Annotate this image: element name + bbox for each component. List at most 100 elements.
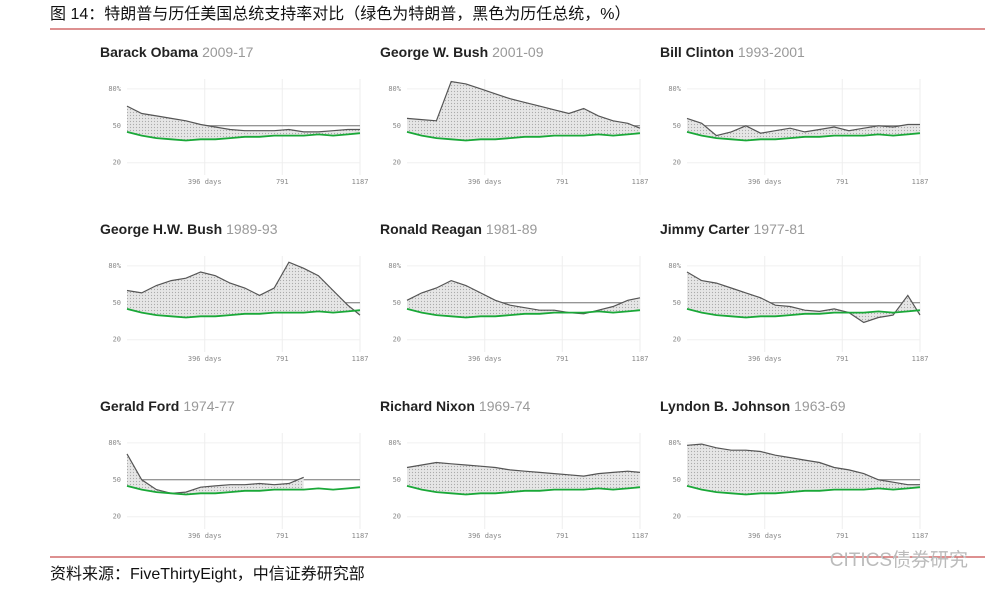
y-tick-label: 20 [393, 159, 401, 167]
y-tick-label: 50 [113, 299, 121, 307]
term-years: 1977-81 [754, 221, 806, 237]
series-line [406, 279, 641, 315]
gap-shading [407, 462, 640, 495]
president-name: Barack Obama [100, 44, 198, 60]
president-name: George H.W. Bush [100, 221, 222, 237]
series-line [126, 105, 360, 133]
panel-title: Richard Nixon 1969-74 [380, 398, 530, 414]
y-tick-label: 80% [668, 85, 681, 93]
x-tick-label: 1187 [912, 178, 929, 186]
panel-title: Barack Obama 2009-17 [100, 44, 254, 60]
gap-shading [407, 81, 640, 141]
series-line [406, 461, 641, 477]
president-name: George W. Bush [380, 44, 488, 60]
x-tick-label: 1187 [632, 532, 649, 540]
x-tick-label: 396 days [748, 532, 782, 540]
panel-title: Gerald Ford 1974-77 [100, 398, 235, 414]
gap-shading [127, 453, 304, 495]
series-line [406, 80, 641, 129]
x-tick-label: 1187 [352, 355, 369, 363]
president-name: Lyndon B. Johnson [660, 398, 790, 414]
series-line [126, 261, 361, 316]
series-line [686, 131, 921, 142]
x-tick-label: 791 [836, 532, 849, 540]
series-line [686, 271, 921, 324]
term-years: 1963-69 [794, 398, 846, 414]
series-line [686, 443, 920, 486]
x-tick-label: 791 [556, 355, 569, 363]
panel-title: George W. Bush 2001-09 [380, 44, 544, 60]
x-tick-label: 791 [556, 178, 569, 186]
panel-title: Ronald Reagan 1981-89 [380, 221, 537, 237]
y-tick-label: 80% [108, 85, 121, 93]
watermark: CITICS债券研究 [830, 549, 968, 571]
panel-title: Lyndon B. Johnson 1963-69 [660, 398, 846, 414]
term-years: 2009-17 [202, 44, 254, 60]
x-tick-label: 791 [276, 532, 289, 540]
y-tick-label: 20 [113, 336, 121, 344]
y-tick-label: 80% [388, 85, 401, 93]
y-tick-label: 50 [393, 122, 401, 130]
series-line [406, 485, 641, 496]
x-tick-label: 396 days [468, 178, 502, 186]
x-tick-label: 791 [836, 355, 849, 363]
y-tick-label: 20 [113, 513, 121, 521]
y-tick-label: 50 [113, 122, 121, 130]
x-tick-label: 1187 [912, 532, 929, 540]
x-tick-label: 1187 [632, 178, 649, 186]
y-tick-label: 20 [673, 159, 681, 167]
panel-title: Bill Clinton 1993-2001 [660, 44, 805, 60]
x-tick-label: 1187 [352, 532, 369, 540]
y-tick-label: 80% [388, 262, 401, 270]
president-name: Jimmy Carter [660, 221, 750, 237]
y-tick-label: 20 [673, 336, 681, 344]
x-tick-label: 396 days [468, 355, 502, 363]
x-tick-label: 1187 [352, 178, 369, 186]
x-tick-label: 791 [276, 355, 289, 363]
series-line [126, 308, 361, 319]
series-line [686, 308, 921, 319]
gap-shading [407, 280, 640, 318]
series-line [686, 117, 920, 137]
header-title: 图 14：特朗普与历任美国总统支持率对比（绿色为特朗普，黑色为历任总统，%） [50, 5, 630, 23]
series-line [126, 485, 361, 496]
x-tick-label: 396 days [188, 532, 222, 540]
x-tick-label: 791 [836, 178, 849, 186]
x-tick-label: 791 [276, 178, 289, 186]
y-tick-label: 50 [673, 299, 681, 307]
president-name: Gerald Ford [100, 398, 179, 414]
president-name: Richard Nixon [380, 398, 475, 414]
gap-shading [687, 272, 920, 323]
y-tick-label: 80% [108, 439, 121, 447]
y-tick-label: 50 [113, 476, 121, 484]
x-tick-label: 1187 [632, 355, 649, 363]
y-tick-label: 20 [393, 513, 401, 521]
x-tick-label: 396 days [188, 178, 222, 186]
series-line [406, 131, 641, 142]
y-tick-label: 20 [673, 513, 681, 521]
term-years: 1993-2001 [738, 44, 805, 60]
president-name: Ronald Reagan [380, 221, 482, 237]
y-tick-label: 50 [673, 476, 681, 484]
x-tick-label: 396 days [748, 178, 782, 186]
term-years: 1974-77 [183, 398, 235, 414]
y-tick-label: 80% [108, 262, 121, 270]
gap-shading [687, 444, 920, 495]
y-tick-label: 50 [393, 299, 401, 307]
x-tick-label: 396 days [468, 532, 502, 540]
term-years: 1989-93 [226, 221, 278, 237]
y-tick-label: 50 [393, 476, 401, 484]
y-tick-label: 80% [668, 439, 681, 447]
term-years: 1981-89 [486, 221, 538, 237]
series-line [406, 308, 641, 319]
x-tick-label: 396 days [748, 355, 782, 363]
panel-title: Jimmy Carter 1977-81 [660, 221, 805, 237]
president-name: Bill Clinton [660, 44, 734, 60]
y-tick-label: 50 [673, 122, 681, 130]
x-tick-label: 791 [556, 532, 569, 540]
term-years: 1969-74 [479, 398, 531, 414]
y-tick-label: 80% [388, 439, 401, 447]
series-line [126, 453, 304, 494]
y-tick-label: 20 [393, 336, 401, 344]
series-line [126, 131, 361, 142]
